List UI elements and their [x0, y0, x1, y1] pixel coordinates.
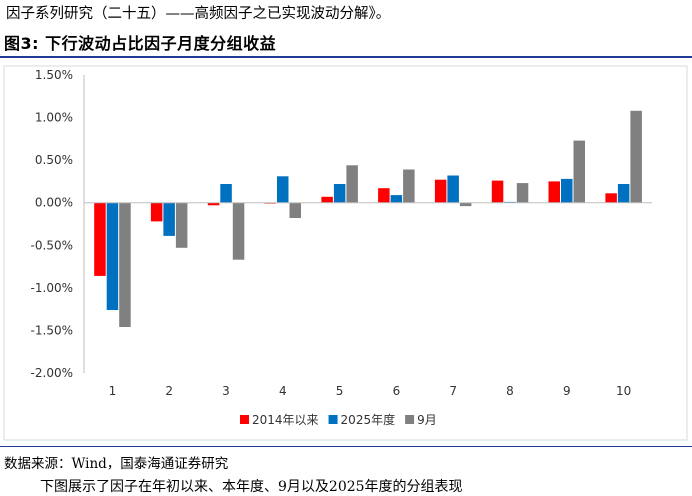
bar	[434, 179, 447, 203]
x-axis: 1 2 3 4 5 6 7 8 9 10	[84, 202, 652, 398]
x-tick-label: 1	[109, 384, 117, 398]
legend-swatch	[240, 415, 249, 424]
chart-frame	[3, 65, 688, 441]
x-tick-label: 8	[506, 384, 514, 398]
bar	[378, 188, 390, 203]
y-tick-label: 1.00%	[35, 111, 73, 125]
bar	[403, 169, 415, 203]
bar	[390, 195, 403, 203]
x-tick-label: 3	[222, 384, 230, 398]
x-tick-label: 7	[449, 384, 457, 398]
bar	[207, 202, 220, 206]
bar	[630, 110, 642, 203]
legend-swatch	[405, 415, 415, 424]
x-tick-label: 10	[616, 384, 631, 398]
x-tick-label: 5	[336, 384, 344, 398]
x-tick-label: 4	[279, 384, 287, 398]
bar	[289, 202, 301, 218]
bar	[94, 202, 106, 276]
y-tick-label: -1.00%	[31, 281, 73, 295]
x-tick-label: 6	[393, 384, 401, 398]
y-tick-label: 1.50%	[35, 68, 73, 82]
legend-label: 2014年以来	[252, 413, 319, 427]
legend-swatch	[328, 415, 338, 424]
bar	[459, 202, 472, 207]
bar	[447, 175, 459, 203]
bar	[605, 193, 617, 203]
legend-label: 2025年度	[341, 412, 396, 427]
legend-label: 9月	[417, 413, 437, 427]
bar	[573, 140, 585, 203]
bar	[321, 196, 333, 203]
bar	[561, 178, 573, 203]
bar	[548, 181, 560, 203]
bar	[333, 184, 346, 203]
bar	[617, 184, 630, 203]
bar	[277, 176, 289, 203]
y-axis: 1.50% 1.00% 0.50% 0.00% -0.50% -1.00% -1.50% -2…	[31, 68, 85, 380]
bar	[516, 183, 529, 203]
bar	[491, 180, 504, 203]
bar	[346, 165, 358, 203]
bar-series	[94, 110, 642, 327]
y-tick-label: 0.50%	[35, 153, 73, 167]
bar	[119, 202, 131, 327]
y-tick-label: -2.00%	[31, 366, 73, 380]
data-source: 数据来源：Wind，国泰海通证券研究	[4, 456, 229, 472]
y-tick-label: -0.50%	[31, 238, 73, 252]
bar	[106, 202, 119, 310]
y-tick-label: -1.50%	[31, 323, 73, 337]
x-tick-label: 2	[165, 384, 173, 398]
figure-title: 图3: 下行波动占比因子月度分组收益	[4, 34, 277, 53]
source-rule	[0, 446, 692, 447]
bar	[150, 202, 163, 222]
bar	[232, 202, 245, 260]
bar-chart: 1.50% 1.00% 0.50% 0.00% -0.50% -1.00% -1.50% -2…	[3, 65, 688, 441]
y-tick-label: 0.00%	[35, 196, 73, 210]
title-rule	[0, 56, 692, 58]
bar	[220, 184, 232, 203]
intro-text: 因子系列研究（二十五）——高频因子之已实现波动分解》。	[6, 6, 391, 22]
bar	[175, 202, 188, 248]
chart-legend: 2014年以来 2025年度 9月	[240, 412, 437, 427]
x-tick-label: 9	[563, 384, 571, 398]
body-text-cut: 下图展示了因子在年初以来、本年度、9月以及2025年度的分组表现	[40, 479, 463, 495]
bar	[163, 202, 175, 236]
